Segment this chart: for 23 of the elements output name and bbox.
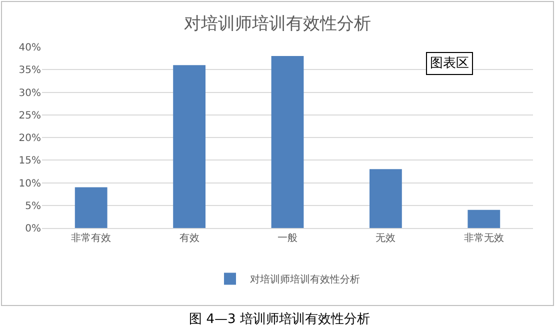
y-tick-label: 5% (25, 200, 41, 212)
bar (271, 56, 304, 228)
y-tick-label: 15% (18, 156, 41, 167)
y-tick-label: 40% (18, 42, 41, 54)
bar (468, 210, 500, 228)
y-tick-label: 0% (25, 224, 41, 234)
chart-title: 对培训师培训有效性分析 (184, 14, 371, 34)
x-tick-label: 非常有效 (71, 232, 112, 244)
x-tick-label: 无效 (376, 233, 396, 244)
x-tick-label: 一般 (278, 233, 298, 244)
x-tick-label: 有效 (179, 232, 200, 244)
y-tick-label: 30% (18, 88, 41, 99)
caption: 图 4—3 培训师培训有效性分析 (188, 311, 371, 328)
legend-label: 对培训师培训有效性分析 (250, 274, 360, 286)
bar (370, 169, 402, 228)
y-tick-label: 25% (18, 110, 41, 122)
bar (74, 187, 108, 228)
bar (173, 65, 206, 228)
y-tick-label: 10% (18, 178, 41, 190)
y-tick-label: 35% (18, 65, 41, 76)
annotation: 图表区 (430, 56, 469, 71)
x-tick-label: 非常无效 (464, 232, 504, 244)
y-tick-label: 20% (18, 133, 41, 144)
